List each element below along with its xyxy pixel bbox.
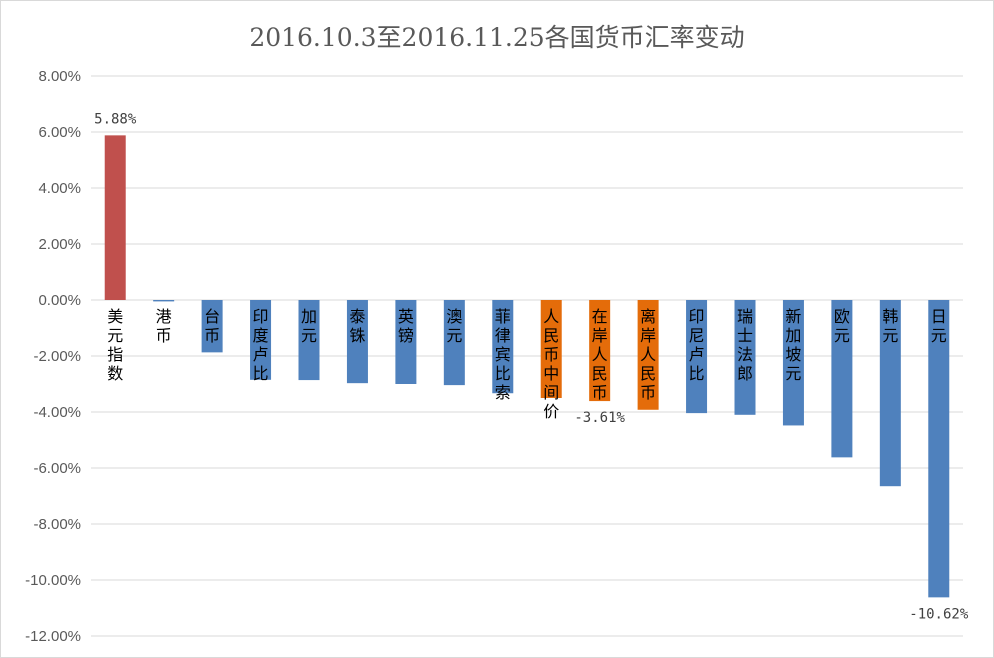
bar <box>104 135 126 300</box>
bar <box>298 300 320 381</box>
y-tick-label: -4.00% <box>33 404 81 421</box>
y-tick-label: 2.00% <box>38 236 81 253</box>
bar <box>395 300 417 384</box>
category-label: 港币 <box>156 307 172 345</box>
bar <box>637 300 659 410</box>
category-label: 瑞士法郎 <box>737 307 753 383</box>
bar <box>686 300 708 414</box>
bar <box>879 300 901 487</box>
category-label: 印度卢比 <box>253 307 269 383</box>
data-label: -10.62% <box>909 606 969 622</box>
y-tick-label: -8.00% <box>33 516 81 533</box>
category-label: 台币 <box>204 307 220 345</box>
category-label: 欧元 <box>834 307 850 345</box>
bar <box>250 300 272 380</box>
category-label: 菲律宾比索 <box>495 307 511 402</box>
y-axis: 8.00% 6.00% 4.00% 2.00% 0.00% -2.00% -4.00% -6.… <box>25 68 81 645</box>
category-label: 澳元 <box>446 307 462 345</box>
category-label: 韩元 <box>882 307 898 345</box>
bar <box>346 300 368 384</box>
category-label: 泰铢 <box>349 307 365 345</box>
category-label: 新加坡元 <box>785 307 801 383</box>
bar <box>928 300 950 598</box>
bar <box>443 300 465 386</box>
gridlines <box>91 75 963 637</box>
bar <box>734 300 756 415</box>
bar <box>589 300 611 402</box>
bar <box>782 300 804 426</box>
category-label: 英镑 <box>398 307 414 345</box>
data-label: 5.88% <box>94 111 137 127</box>
y-tick-label: 4.00% <box>38 180 81 197</box>
category-label: 日元 <box>931 307 947 345</box>
y-tick-label: 6.00% <box>38 124 81 141</box>
bar <box>492 300 514 394</box>
chart-title: 2016.10.3至2016.11.25各国货币汇率变动 <box>249 23 744 52</box>
category-label: 加元 <box>301 307 317 345</box>
category-label: 离岸人民币 <box>640 307 656 402</box>
y-tick-label: -6.00% <box>33 460 81 477</box>
data-labels: 5.88% -3.61% -10.62% <box>94 111 969 622</box>
bars <box>104 135 950 598</box>
category-label: 人民币中间价 <box>543 307 559 421</box>
y-tick-label: 0.00% <box>38 292 81 309</box>
y-tick-label: -2.00% <box>33 348 81 365</box>
category-label: 印尼卢比 <box>689 307 705 383</box>
bar <box>153 300 175 302</box>
y-tick-label: 8.00% <box>38 68 81 85</box>
y-tick-label: -12.00% <box>25 628 81 645</box>
category-label: 在岸人民币 <box>592 307 608 402</box>
category-label: 美元指数 <box>107 307 123 383</box>
bar <box>540 300 562 398</box>
bar <box>831 300 853 458</box>
y-tick-label: -10.00% <box>25 572 81 589</box>
bar <box>201 300 223 353</box>
data-label: -3.61% <box>574 410 625 426</box>
